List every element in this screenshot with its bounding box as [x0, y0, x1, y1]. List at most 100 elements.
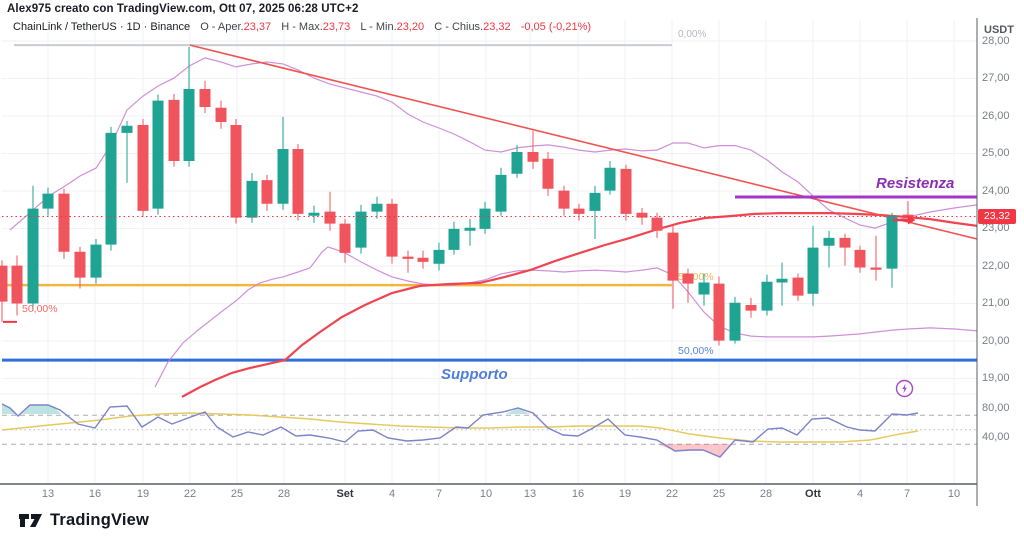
time-tick-label: 7 [435, 488, 443, 500]
price-tick-label: 21,00 [982, 297, 1010, 309]
candle-body [0, 265, 8, 302]
candle-body [183, 89, 195, 161]
candle-body [495, 174, 507, 212]
candle-body [527, 152, 539, 162]
time-tick-label: 28 [759, 488, 773, 500]
candle-body [246, 180, 258, 218]
candle-body [464, 227, 476, 231]
time-tick-label: 7 [903, 488, 911, 500]
stoch-overbought-fill [506, 408, 530, 414]
candle-body [479, 208, 491, 229]
candle-body [168, 99, 180, 161]
candle-body [745, 305, 757, 311]
stoch-overbought-fill [2, 404, 15, 414]
candle-body [870, 267, 882, 270]
time-tick-label: 4 [388, 488, 396, 500]
support-label[interactable]: Supporto [441, 366, 508, 383]
candle-body [105, 132, 117, 245]
candle-body [27, 208, 39, 304]
tradingview-mark-icon [19, 514, 42, 527]
close-value: 23,32 [483, 21, 511, 33]
candle-body [371, 203, 383, 212]
candle-body [308, 212, 320, 216]
candle-body [667, 232, 679, 281]
candle-body [355, 211, 367, 248]
candle-body [698, 282, 710, 295]
price-arrow-icon [908, 215, 916, 225]
fib-0-percent-label: 0,00% [678, 29, 707, 40]
candle-body [573, 208, 585, 214]
indicator-tick-label: 40,00 [982, 430, 1010, 443]
candle-body [761, 281, 773, 311]
price-tick-label: 28,00 [982, 34, 1010, 47]
boost-button[interactable] [894, 378, 915, 399]
candle-body [886, 215, 898, 269]
low-label: L - Min. [360, 21, 397, 33]
high-label: H - Max. [281, 21, 323, 33]
price-tick-label: 20,00 [982, 334, 1010, 347]
candle-body [386, 203, 398, 257]
time-tick-label: 25 [712, 488, 726, 500]
candle-body [230, 125, 242, 218]
open-label: O - Aper. [200, 21, 244, 33]
candle-body [11, 265, 23, 304]
close-label: C - Chius. [434, 21, 484, 33]
candle-body [417, 257, 429, 262]
indicator-tick-label: 80,00 [982, 401, 1010, 414]
candle-body [324, 211, 336, 224]
candle-body [776, 278, 788, 283]
candle-body [448, 228, 460, 250]
time-tick-label: Set [336, 488, 354, 500]
price-tick-label: 25,00 [982, 147, 1010, 159]
lightning-icon [902, 383, 907, 394]
candle-body [339, 223, 351, 253]
time-tick-label: 13 [41, 488, 55, 500]
price-tick-label: 22,00 [982, 259, 1010, 272]
time-tick-label: 13 [523, 488, 537, 500]
candle-body [713, 283, 725, 341]
time-tick-label: 19 [136, 488, 150, 500]
time-tick-label: 19 [618, 488, 632, 500]
candle-body [729, 302, 741, 341]
candle-body [604, 167, 616, 191]
candle-body [277, 149, 289, 204]
candle-body [542, 158, 554, 189]
bollinger-upper-band [9, 57, 978, 231]
stoch-overbought-fill [22, 405, 61, 414]
time-tick-label: 22 [665, 488, 679, 500]
time-tick-label: 10 [947, 488, 961, 500]
candle-body [215, 107, 227, 122]
change-value: -0,05 (-0,21%) [520, 21, 592, 33]
time-tick-label: 16 [571, 488, 585, 500]
candle-body [121, 125, 133, 133]
candle-body [558, 190, 570, 209]
candle-body [823, 237, 835, 246]
fib-50-percent-label-red: 50,00% [22, 303, 58, 315]
stoch-main-line [1, 403, 919, 458]
time-tick-label: 10 [479, 488, 493, 500]
candle-body [292, 149, 304, 214]
time-tick-label: 22 [183, 488, 197, 500]
candle-body [90, 244, 102, 278]
currency-label: USDT [984, 24, 1014, 36]
descending-trendline [189, 44, 978, 240]
candle-body [42, 193, 54, 209]
candle-body [620, 168, 632, 214]
bollinger-lower-band [154, 246, 978, 388]
tradingview-logo[interactable]: TradingView [18, 510, 149, 531]
resistance-label[interactable]: Resistenza [876, 175, 955, 192]
time-tick-label: 28 [277, 488, 291, 500]
price-tick-label: 23,00 [982, 222, 1010, 234]
candle-body [137, 125, 149, 211]
price-tick-label: 24,00 [982, 184, 1010, 197]
open-value: 23,37 [243, 21, 272, 33]
candle-body [199, 89, 211, 107]
candle-body [589, 192, 601, 211]
candle-body [651, 217, 663, 231]
price-tick-label: 19,00 [982, 372, 1010, 384]
candle-body [152, 100, 164, 209]
candle-body [792, 277, 804, 296]
candle-body [261, 180, 273, 204]
